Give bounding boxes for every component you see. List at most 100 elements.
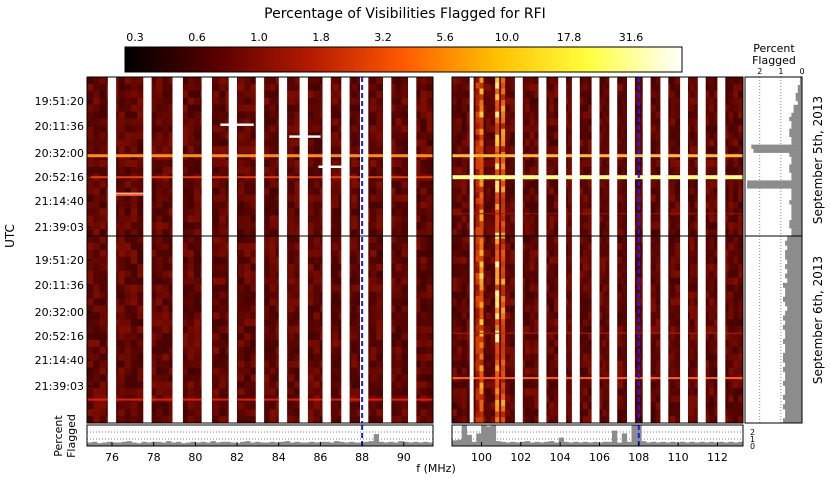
heatmap-cell: [87, 346, 94, 355]
heatmap-cell: [376, 229, 384, 237]
heatmap-cell: [131, 381, 138, 389]
heatmap-cell: [238, 353, 245, 362]
heatmap-cell: [294, 312, 302, 320]
heatmap-cell: [563, 201, 569, 210]
heatmap-cell: [162, 236, 170, 244]
heatmap-cell: [544, 215, 550, 223]
heatmap-cell: [426, 222, 433, 230]
heatmap-cell: [395, 298, 403, 306]
heatmap-cell: [490, 194, 497, 203]
heatmap-cell: [616, 201, 623, 210]
heatmap-cell: [212, 416, 220, 423]
heatmap-cell: [124, 409, 132, 417]
heatmap-cell: [456, 215, 463, 223]
heatmap-cell: [529, 284, 535, 293]
heatmap-cell: [578, 180, 584, 189]
heatmap-cell: [602, 388, 608, 396]
heatmap-cell: [583, 291, 589, 299]
heatmap-cell: [466, 180, 472, 189]
heatmap-cell: [269, 215, 277, 223]
heatmap-cell: [534, 360, 540, 369]
heatmap-cell: [544, 409, 550, 417]
heatmap-cell: [420, 77, 428, 85]
heatmap-cell: [471, 402, 477, 410]
heatmap-cell: [636, 270, 642, 279]
heatmap-cell: [149, 346, 157, 355]
heatmap-cell: [481, 236, 487, 244]
heatmap-cell: [524, 291, 531, 299]
heatmap-cell: [118, 263, 126, 272]
heatmap-cell: [602, 125, 608, 133]
heatmap-cell: [505, 346, 511, 355]
heatmap-cell: [426, 360, 433, 369]
heatmap-cell: [351, 83, 359, 92]
heatmap-cell: [452, 167, 458, 175]
heatmap-cell: [187, 340, 195, 348]
heatmap-cell: [505, 298, 511, 306]
heatmap-cell: [137, 236, 145, 244]
heatmap-cell: [650, 340, 657, 348]
heatmap-cell: [307, 125, 315, 133]
heatmap-cell: [655, 215, 662, 223]
heatmap-cell: [510, 263, 516, 272]
heatmap-cell: [461, 83, 468, 92]
heatmap-cell: [505, 367, 511, 376]
heatmap-cell: [370, 326, 377, 334]
heatmap-cell: [524, 125, 531, 133]
heatmap-cell: [544, 160, 550, 168]
heatmap-cell: [549, 416, 555, 423]
heatmap-cell: [597, 146, 603, 154]
heatmap-cell: [510, 326, 516, 334]
heatmap-cell: [510, 229, 516, 237]
heatmap-cell: [583, 139, 589, 147]
heatmap-cell: [149, 111, 157, 120]
heatmap-cell: [389, 326, 396, 334]
heatmap-cell: [563, 346, 569, 355]
heatmap-cell: [332, 180, 340, 189]
heatmap-cell: [288, 277, 296, 286]
heatmap-cell: [193, 236, 201, 244]
heatmap-cell: [485, 360, 492, 369]
heatmap-cell: [452, 201, 458, 210]
heatmap-cell: [294, 215, 302, 223]
heatmap-cell: [181, 291, 189, 299]
heatmap-cell: [187, 132, 195, 140]
heatmap-cell: [471, 180, 477, 189]
heatmap-cell: [118, 402, 126, 410]
heatmap-cell: [307, 298, 315, 306]
heatmap-cell: [505, 353, 511, 362]
heatmap-cell: [414, 416, 421, 423]
heatmap-cell: [505, 402, 511, 410]
heatmap-cell: [124, 139, 132, 147]
heatmap-cell: [156, 97, 164, 106]
heatmap-cell: [118, 243, 126, 251]
heatmap-cell: [137, 360, 145, 369]
heatmap-cell: [269, 374, 277, 383]
heatmap-cell: [244, 277, 252, 286]
heatmap-cell: [389, 277, 396, 286]
heatmap-cell: [549, 250, 555, 258]
heatmap-cell: [93, 222, 101, 230]
y-axis-label: UTC: [3, 224, 17, 248]
heatmap-cell: [553, 180, 560, 189]
heatmap-cell: [481, 319, 487, 327]
heatmap-cell: [294, 360, 302, 369]
heatmap-cell: [490, 319, 497, 327]
heatmap-cell: [263, 90, 270, 99]
heatmap-cell: [587, 256, 594, 265]
heatmap-cell: [156, 284, 164, 293]
heatmap-cell: [244, 319, 252, 327]
heatmap-cell: [587, 409, 594, 417]
heatmap-cell: [193, 326, 201, 334]
heatmap-cell: [426, 97, 433, 106]
heatmap-cell: [156, 256, 164, 265]
heatmap-cell: [420, 388, 428, 396]
heatmap-cell: [370, 167, 377, 175]
heatmap-cell: [616, 229, 623, 237]
heatmap-cell: [219, 77, 226, 85]
heatmap-cell: [313, 146, 321, 154]
heatmap-cell: [524, 139, 531, 147]
heatmap-cell: [481, 104, 487, 113]
heatmap-cell: [466, 201, 472, 210]
heatmap-cell: [370, 250, 377, 258]
